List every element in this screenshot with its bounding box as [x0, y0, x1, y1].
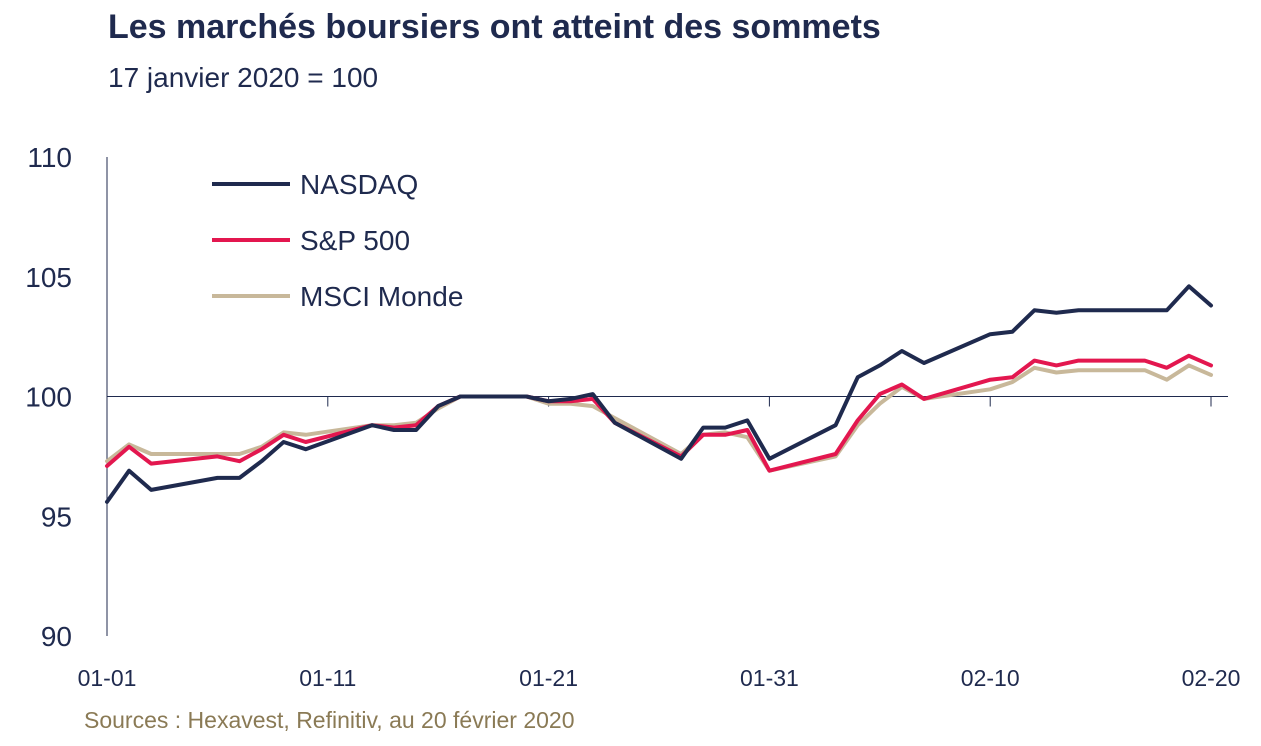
x-tick-label: 02-20 — [1182, 665, 1241, 691]
legend-label: MSCI Monde — [300, 281, 463, 312]
x-tick-label: 01-01 — [78, 665, 137, 691]
axes: 90 95 100 105 110 01-01 01-11 01-21 01-31 02-10 02… — [25, 142, 1240, 691]
x-tick-label: 01-21 — [519, 665, 578, 691]
y-tick-label: 110 — [27, 142, 72, 173]
legend-label: S&P 500 — [300, 225, 410, 256]
x-tick-label: 01-31 — [740, 665, 799, 691]
legend: NASDAQ S&P 500 MSCI Monde — [212, 169, 463, 312]
legend-label: NASDAQ — [300, 169, 418, 200]
chart-subtitle: 17 janvier 2020 = 100 — [108, 62, 379, 93]
series-line-nasdaq — [105, 284, 1213, 504]
series-line-msci-monde — [105, 363, 1213, 473]
chart-title: Les marchés boursiers ont atteint des so… — [108, 8, 881, 46]
y-tick-label: 95 — [41, 501, 72, 532]
y-tick-label: 90 — [41, 621, 72, 652]
x-tick-label: 01-11 — [299, 665, 356, 691]
series-lines — [105, 284, 1213, 504]
x-tick-label: 02-10 — [961, 665, 1020, 691]
y-tick-label: 100 — [25, 382, 72, 413]
source-note: Sources : Hexavest, Refinitiv, au 20 fév… — [84, 707, 575, 733]
y-tick-label: 105 — [25, 262, 72, 293]
